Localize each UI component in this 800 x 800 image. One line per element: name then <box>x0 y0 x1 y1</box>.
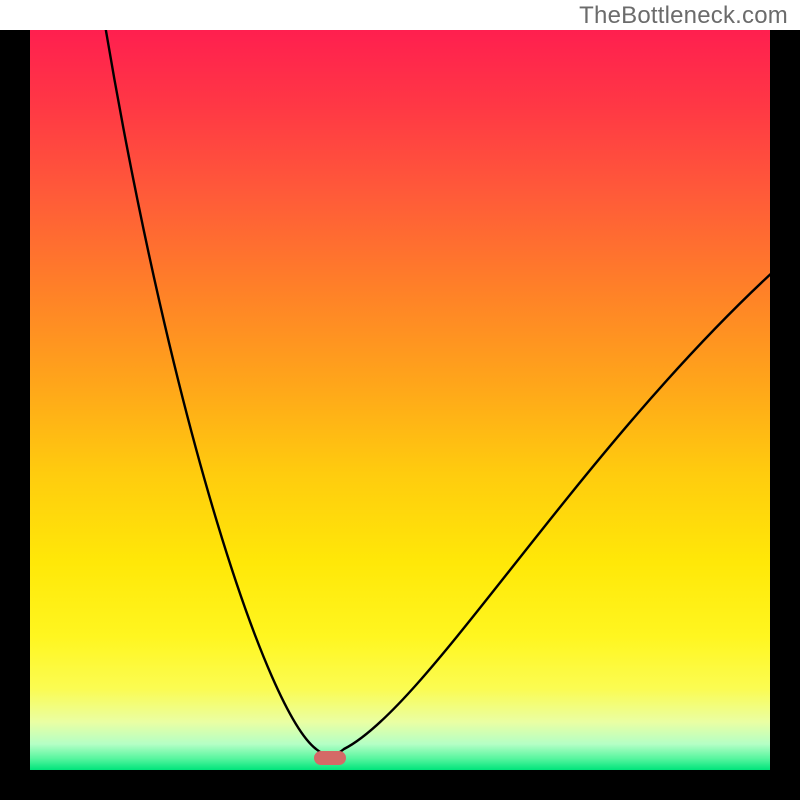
gradient-background <box>30 30 770 770</box>
vertex-marker <box>314 751 346 765</box>
watermark-text: TheBottleneck.com <box>579 2 788 30</box>
plot-area <box>30 30 770 770</box>
chart-frame <box>0 30 800 800</box>
chart-container: TheBottleneck.com <box>0 0 800 800</box>
plot-svg <box>30 30 770 770</box>
